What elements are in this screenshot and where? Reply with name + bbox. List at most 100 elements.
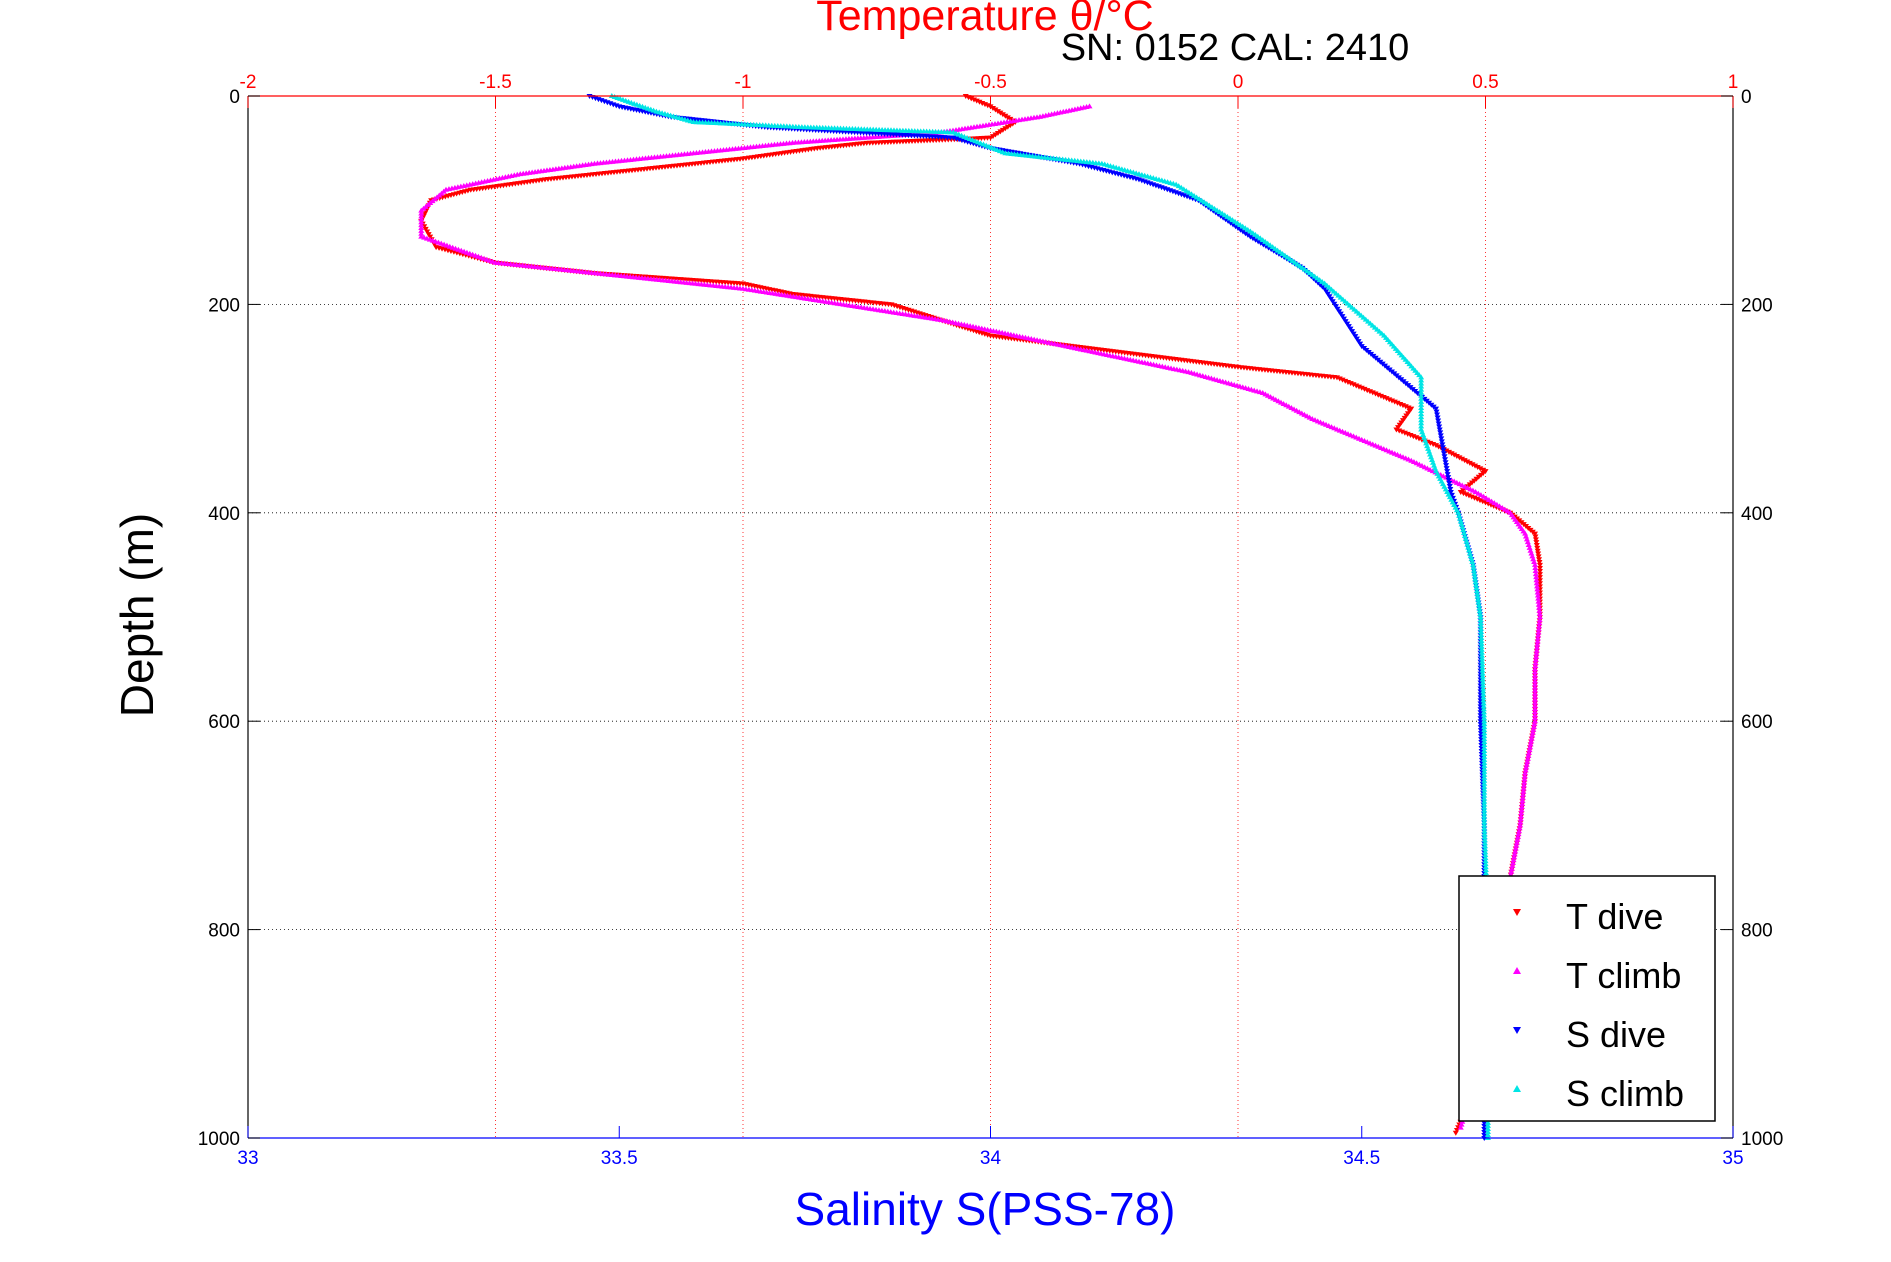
data-point: [1528, 735, 1535, 741]
data-point: [1525, 750, 1532, 756]
data-point: [1536, 607, 1543, 613]
data-point: [1480, 694, 1487, 700]
data-point: [1481, 813, 1488, 819]
data-point: [1477, 695, 1484, 701]
data-point: [1445, 475, 1452, 481]
data-point: [1532, 537, 1539, 543]
data-point: [1445, 478, 1452, 484]
data-point: [1477, 701, 1484, 707]
data-point: [1525, 752, 1532, 758]
data-point: [1532, 696, 1538, 702]
data-point: [1533, 577, 1540, 583]
data-point: [1514, 833, 1521, 839]
data-point: [1527, 547, 1534, 553]
data-point: [1533, 650, 1540, 656]
data-point: [1478, 737, 1485, 743]
data-point: [1481, 721, 1488, 727]
data-point: [1510, 857, 1517, 863]
data-point: [1513, 839, 1520, 845]
data-point: [1481, 783, 1488, 789]
data-point: [1470, 561, 1477, 567]
data-point: [1437, 430, 1444, 436]
data-point: [1534, 583, 1541, 589]
data-point: [1527, 744, 1534, 750]
data-point: [1471, 570, 1478, 576]
data-point: [1442, 460, 1449, 466]
data-point: [1460, 527, 1467, 533]
y-tick-label-left: 200: [208, 295, 240, 316]
x2-tick-label: 0: [1233, 72, 1244, 93]
data-point: [1440, 451, 1447, 457]
data-point: [1522, 770, 1529, 776]
data-point: [1478, 649, 1485, 655]
x-axis-title: Salinity S(PSS-78): [795, 1183, 1176, 1235]
data-point: [1529, 732, 1536, 738]
data-point: [1448, 451, 1455, 457]
data-point: [1532, 571, 1539, 577]
data-point: [1478, 631, 1485, 637]
data-point: [1508, 865, 1515, 871]
data-point: [1439, 445, 1446, 451]
data-point: [1481, 759, 1488, 765]
data-point: [1477, 728, 1484, 734]
data-point: [1532, 659, 1539, 665]
y-tick-label-left: 0: [229, 87, 240, 108]
data-point: [418, 224, 425, 230]
data-point: [1512, 845, 1519, 851]
data-point: [1516, 825, 1523, 831]
data-point: [1516, 828, 1523, 834]
data-point: [1478, 628, 1485, 634]
data-point: [1480, 706, 1487, 712]
data-point: [1523, 761, 1530, 767]
legend-marker-s-dive: [1513, 1027, 1521, 1034]
data-point: [1438, 436, 1445, 442]
data-point: [1532, 690, 1538, 696]
data-point: [1002, 126, 1009, 132]
data-point: [1478, 646, 1485, 652]
data-point: [1536, 617, 1543, 623]
data-point: [1444, 469, 1451, 475]
data-point: [999, 112, 1006, 118]
data-point: [1484, 1131, 1491, 1137]
data-point: [1478, 734, 1485, 740]
data-point: [1520, 791, 1527, 797]
data-point: [1456, 455, 1463, 461]
data-point: [1481, 712, 1488, 718]
data-point: [1459, 524, 1466, 530]
data-point: [1481, 810, 1488, 816]
data-point: [1418, 392, 1425, 398]
data-point: [1532, 672, 1538, 678]
data-point: [1481, 730, 1488, 736]
x-tick-label: 34: [980, 1148, 1002, 1169]
data-point: [1418, 423, 1425, 429]
data-point: [1481, 1120, 1488, 1126]
data-point: [1482, 867, 1489, 873]
data-point: [1418, 414, 1425, 420]
data-point: [1481, 1132, 1488, 1138]
data-point: [1528, 550, 1535, 556]
data-point: [1531, 721, 1538, 727]
data-point: [1519, 797, 1526, 803]
data-point: [1518, 807, 1525, 813]
legend-entry-t-climb: T climb: [1513, 955, 1681, 996]
data-point: [424, 229, 431, 235]
data-point: [1459, 456, 1466, 462]
data-point: [1477, 614, 1484, 619]
data-point: [1535, 601, 1542, 607]
data-point: [1536, 560, 1543, 566]
data-point: [1532, 675, 1538, 681]
x2-tick-label: -1: [735, 72, 752, 93]
data-point: [1532, 681, 1538, 687]
tick-labels: -2 -1.5 -1 -0.5 0 0.5 1 33 33.5 34 34.5 35 0 0 200 200 4…: [198, 72, 1784, 1169]
data-point: [1474, 590, 1481, 596]
data-point: [1518, 804, 1525, 810]
data-point: [1458, 1121, 1465, 1127]
data-point: [1481, 753, 1488, 759]
data-point: [989, 134, 996, 140]
data-point: [1481, 747, 1488, 753]
legend-label-s-climb: S climb: [1566, 1073, 1684, 1114]
data-point: [1481, 798, 1488, 804]
data-point: [1532, 669, 1538, 675]
data-point: [1470, 564, 1477, 570]
data-point: [418, 219, 425, 225]
